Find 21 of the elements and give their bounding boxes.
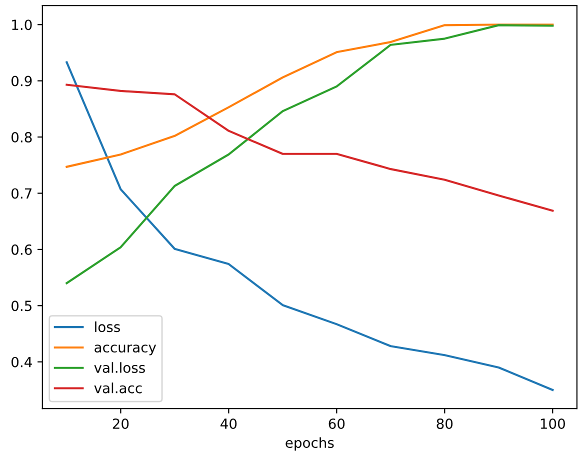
- y-tick-label: 0.8: [12, 132, 32, 143]
- line-series: [66, 61, 554, 392]
- x-axis-title: epochs: [286, 437, 334, 451]
- y-tick-label: 0.9: [12, 76, 32, 86]
- x-tick-label: 80: [436, 418, 453, 429]
- x-tick-label: 60: [328, 418, 345, 429]
- legend-label: val.acc: [94, 382, 142, 394]
- line-series: [66, 24, 554, 168]
- legend-label: accuracy: [94, 344, 156, 356]
- legend-label: val.loss: [94, 362, 145, 373]
- y-tick-label: 0.4: [12, 356, 32, 368]
- x-tick-label: 20: [112, 418, 129, 429]
- x-tick-label: 40: [220, 418, 237, 429]
- y-tick-label: 1.0: [12, 20, 32, 30]
- y-tick-label: 0.6: [12, 244, 32, 255]
- y-tick-label: 0.5: [12, 300, 32, 312]
- line-series: [66, 24, 554, 284]
- line-series: [66, 84, 554, 212]
- x-tick-label: 100: [540, 418, 565, 429]
- y-tick-label: 0.7: [12, 188, 32, 199]
- legend-label: loss: [95, 321, 120, 332]
